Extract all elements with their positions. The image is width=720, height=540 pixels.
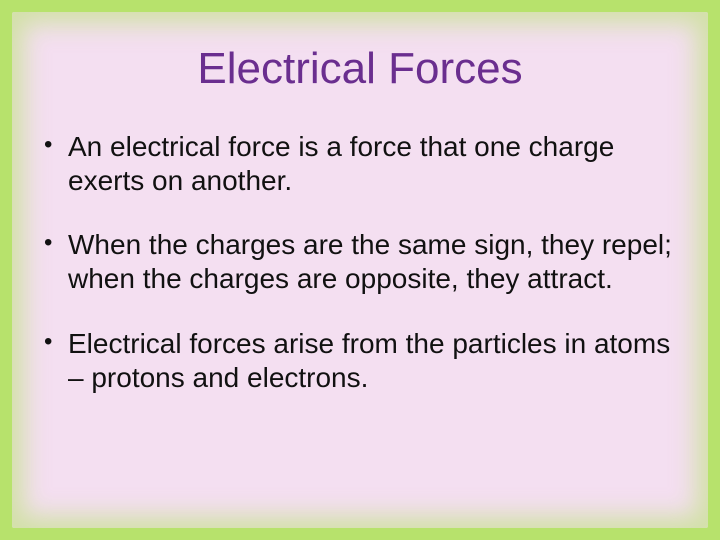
- slide: Electrical Forces An electrical force is…: [0, 0, 720, 540]
- list-item: Electrical forces arise from the particl…: [40, 327, 680, 395]
- list-item: An electrical force is a force that one …: [40, 130, 680, 198]
- bullet-list: An electrical force is a force that one …: [40, 130, 680, 395]
- slide-inner: Electrical Forces An electrical force is…: [12, 12, 708, 528]
- list-item: When the charges are the same sign, they…: [40, 228, 680, 296]
- slide-title: Electrical Forces: [40, 44, 680, 94]
